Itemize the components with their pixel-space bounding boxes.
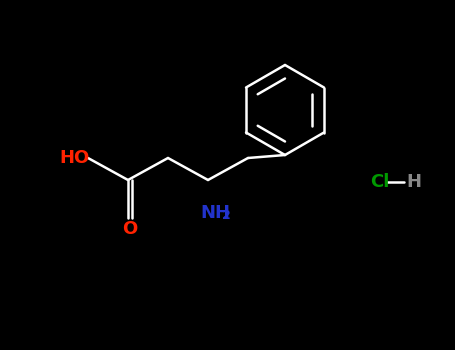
- Text: 2: 2: [222, 209, 231, 222]
- Text: H: H: [406, 173, 421, 191]
- Text: Cl: Cl: [370, 173, 389, 191]
- Text: HO: HO: [60, 149, 90, 167]
- Text: NH: NH: [200, 204, 230, 222]
- Text: O: O: [122, 220, 137, 238]
